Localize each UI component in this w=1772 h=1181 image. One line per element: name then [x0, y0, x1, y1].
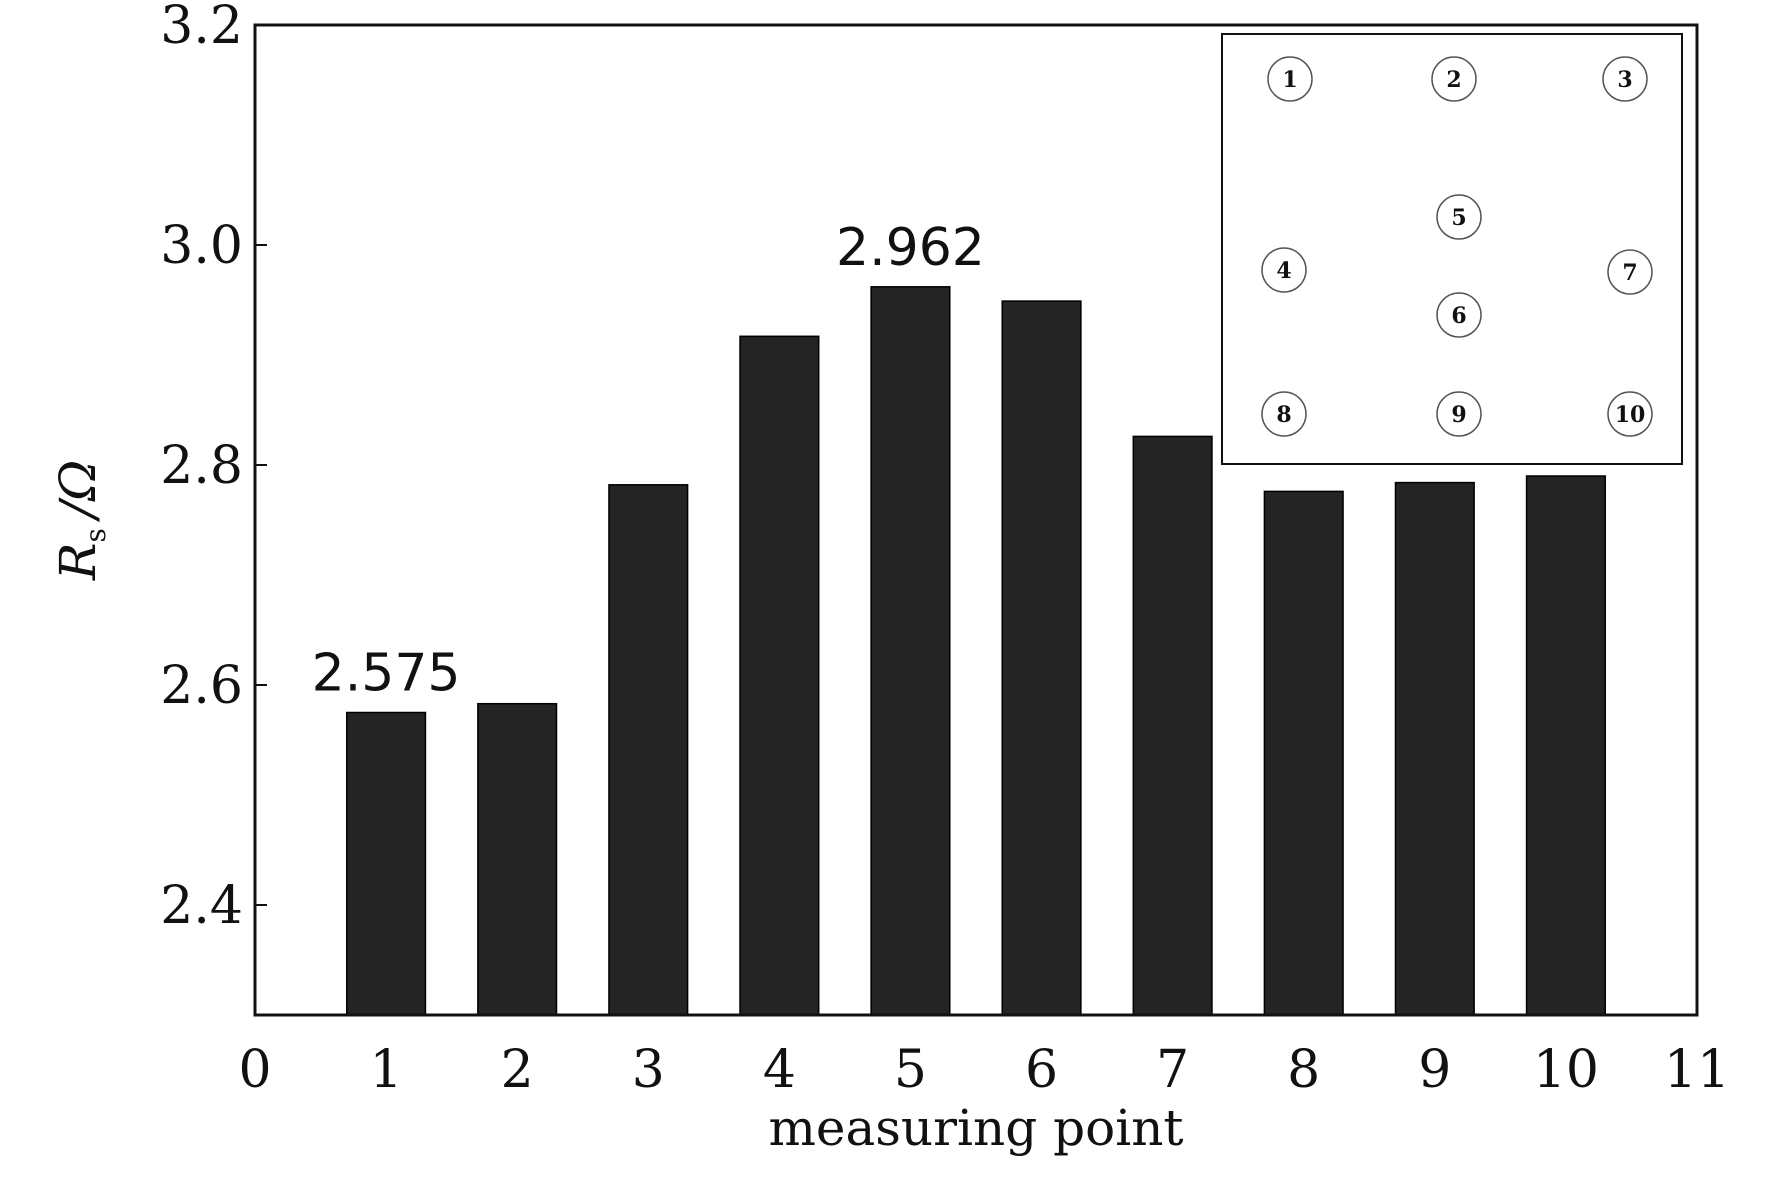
- bar-point-1: [346, 711, 427, 1016]
- inset-layout-panel: 1 2 3 4 5 6 7 8 9 10: [1221, 33, 1683, 465]
- inset-points-group: 1 2 3 4 5 6 7 8 9 10: [1261, 56, 1653, 437]
- inset-frame: [1221, 33, 1683, 465]
- inset-point-circle: [1602, 56, 1648, 102]
- data-label-point-5: 2.962: [836, 218, 985, 278]
- y-tick-label: 3.2: [160, 0, 243, 56]
- inset-point-circle: [1436, 391, 1482, 437]
- y-axis-subscript: s: [79, 528, 112, 542]
- inset-point-circle: [1607, 391, 1653, 437]
- y-axis-unit: /Ω: [49, 460, 107, 522]
- inset-point-label: 9: [1451, 402, 1466, 428]
- y-tick-label: 3.0: [160, 216, 243, 276]
- x-tick-label: 11: [1664, 1040, 1730, 1100]
- bar-point-2: [477, 702, 558, 1016]
- inset-point-circle: [1267, 56, 1313, 102]
- inset-point-label: 5: [1451, 205, 1466, 231]
- bar-point-4: [739, 335, 820, 1016]
- x-axis-title: measuring point: [768, 1099, 1183, 1157]
- annotations-group: 2.575 2.962: [312, 218, 985, 704]
- plot-frame: [253, 23, 1699, 1017]
- x-tick-label: 0: [238, 1040, 271, 1100]
- x-tick-label: 5: [894, 1040, 927, 1100]
- x-ticks-group: 0 1 2 3 4 5 6 7 8 9 10 11: [238, 1040, 1730, 1100]
- inset-point-circle: [1261, 391, 1307, 437]
- inset-point-label: 2: [1446, 67, 1461, 93]
- inset-point-circle: [1436, 292, 1482, 338]
- inset-point-circle: [1261, 247, 1307, 293]
- y-axis-title: Rs/Ω: [49, 460, 112, 581]
- inset-point-label: 4: [1276, 258, 1291, 284]
- inset-point-label: 3: [1617, 67, 1632, 93]
- x-tick-label: 7: [1156, 1040, 1189, 1100]
- x-tick-label: 1: [370, 1040, 403, 1100]
- x-tick-label: 9: [1418, 1040, 1451, 1100]
- inset-point-circle: [1431, 56, 1477, 102]
- y-tick-label: 2.4: [160, 876, 243, 936]
- data-label-point-1: 2.575: [312, 644, 461, 704]
- y-tick-label: 2.6: [160, 656, 243, 716]
- x-tick-label: 6: [1025, 1040, 1058, 1100]
- y-ticks-group: 2.4 2.6 2.8 3.0 3.2: [160, 0, 267, 936]
- x-tick-label: 3: [632, 1040, 665, 1100]
- bar-point-6: [1001, 300, 1082, 1016]
- x-tick-label: 8: [1287, 1040, 1320, 1100]
- bar-point-9: [1394, 481, 1475, 1016]
- inset-point-circle: [1607, 249, 1653, 295]
- y-tick-label: 2.8: [160, 436, 243, 496]
- x-tick-label: 2: [501, 1040, 534, 1100]
- inset-point-label: 6: [1451, 303, 1466, 329]
- bar-point-7: [1132, 435, 1213, 1016]
- y-axis-symbol: R: [49, 543, 107, 582]
- x-tick-label: 10: [1533, 1040, 1599, 1100]
- inset-point-label: 8: [1276, 402, 1291, 428]
- inset-point-label: 7: [1622, 260, 1637, 286]
- bars-group: [346, 286, 1606, 1016]
- inset-point-label: 1: [1282, 67, 1297, 93]
- x-tick-label: 4: [763, 1040, 796, 1100]
- bar-point-5: [870, 286, 951, 1016]
- inset-point-circle: [1436, 194, 1482, 240]
- bar-point-8: [1263, 490, 1344, 1016]
- bar-point-10: [1525, 475, 1606, 1016]
- bar-point-3: [608, 484, 689, 1016]
- inset-point-label: 10: [1615, 402, 1646, 428]
